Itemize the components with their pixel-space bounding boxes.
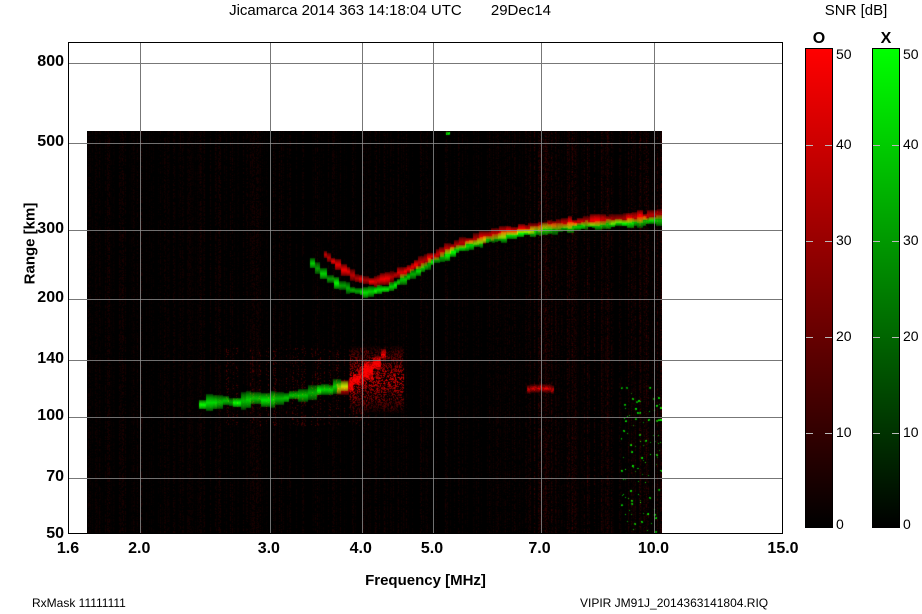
colorbar-tick-dash (806, 145, 813, 146)
colorbar-tick-dash (892, 433, 899, 434)
colorbar-tick-label: 30 (836, 232, 852, 248)
colorbar-tick-label: 40 (903, 136, 919, 152)
colorbar-x-ticks: 50 40 30 20 10 0 (903, 46, 922, 532)
colorbar-tick-dash (825, 145, 832, 146)
rxmask-footer: RxMask 11111111 (32, 596, 126, 610)
y-tick-label: 500 (37, 133, 64, 151)
colorbar-tick-dash (873, 241, 880, 242)
y-tick-label: 800 (37, 53, 64, 71)
x-tick-label: 3.0 (257, 540, 280, 557)
ionogram-raster (87, 131, 662, 533)
colorbar-tick-dash (892, 145, 899, 146)
colorbar-tick-dash (873, 145, 880, 146)
colorbar-tick-label: 20 (836, 328, 852, 344)
plot-inner (69, 43, 782, 533)
colorbar-o-gradient (805, 48, 833, 528)
colorbar-tick-label: 30 (903, 232, 919, 248)
colorbar-tick-dash (892, 241, 899, 242)
colorbar-tick-dash (892, 337, 899, 338)
page-title: Jicamarca 2014 363 14:18:04 UTC 29Dec14 (229, 2, 551, 19)
colorbar-tick-label: 0 (836, 516, 844, 532)
x-gridline-over (654, 131, 655, 533)
y-gridline (69, 63, 782, 64)
colorbar-tick-dash (806, 337, 813, 338)
x-gridline-over (541, 131, 542, 533)
y-axis-tick-labels: 800 500 300 200 140 100 70 50 (0, 42, 64, 542)
x-axis-tick-labels: 1.6 2.0 3.0 4.0 5.0 7.0 10.0 15.0 (57, 540, 799, 562)
x-gridline-over (270, 131, 271, 533)
y-tick-label: 140 (37, 349, 64, 367)
x-tick-label: 7.0 (528, 540, 551, 557)
x-gridline-over (362, 131, 363, 533)
colorbar-o-ticks: 50 40 30 20 10 0 (836, 46, 862, 532)
colorbar-tick-dash (873, 337, 880, 338)
colorbar-x-label: X (880, 30, 892, 47)
colorbar-tick-dash (825, 241, 832, 242)
y-gridline-over (87, 360, 662, 361)
colorbar-tick-label: 0 (903, 516, 911, 532)
colorbar-tick-dash (806, 433, 813, 434)
y-tick-label: 50 (46, 525, 64, 542)
file-footer: VIPIR JM91J_2014363141804.RIQ (580, 596, 769, 610)
colorbar-tick-label: 40 (836, 136, 852, 152)
y-gridline-over (87, 478, 662, 479)
colorbar-o-label: O (812, 30, 826, 47)
y-axis-title: Range [km] (21, 202, 39, 285)
y-gridline-over (87, 143, 662, 144)
x-tick-label: 15.0 (767, 540, 799, 557)
colorbar-x-gradient (872, 48, 900, 528)
y-tick-label: 200 (37, 289, 64, 307)
x-tick-label: 10.0 (637, 540, 670, 557)
colorbar-tick-label: 20 (903, 328, 919, 344)
y-gridline-over (87, 417, 662, 418)
colorbar-title: SNR [dB] (824, 2, 888, 19)
y-tick-label: 300 (37, 220, 64, 237)
x-gridline-over (433, 131, 434, 533)
x-tick-label: 2.0 (128, 540, 151, 557)
x-tick-label: 4.0 (349, 540, 372, 557)
colorbar-tick-label: 10 (836, 424, 852, 440)
colorbar-tick-label: 50 (836, 46, 852, 62)
x-gridline-over (140, 131, 141, 533)
colorbar-tick-dash (873, 433, 880, 434)
x-tick-label: 5.0 (420, 540, 444, 557)
y-gridline-over (87, 299, 662, 300)
colorbar-tick-label: 50 (903, 46, 919, 62)
y-tick-label: 70 (46, 467, 64, 485)
colorbar-tick-label: 10 (903, 424, 919, 440)
colorbar-tick-dash (825, 433, 832, 434)
colorbar-tick-dash (806, 241, 813, 242)
y-tick-label: 100 (37, 407, 64, 424)
colorbar-tick-dash (825, 337, 832, 338)
x-tick-label: 1.6 (56, 540, 80, 557)
y-gridline-over (87, 230, 662, 231)
ionogram-plot (68, 42, 783, 534)
x-axis-title: Frequency [MHz] (365, 572, 486, 589)
